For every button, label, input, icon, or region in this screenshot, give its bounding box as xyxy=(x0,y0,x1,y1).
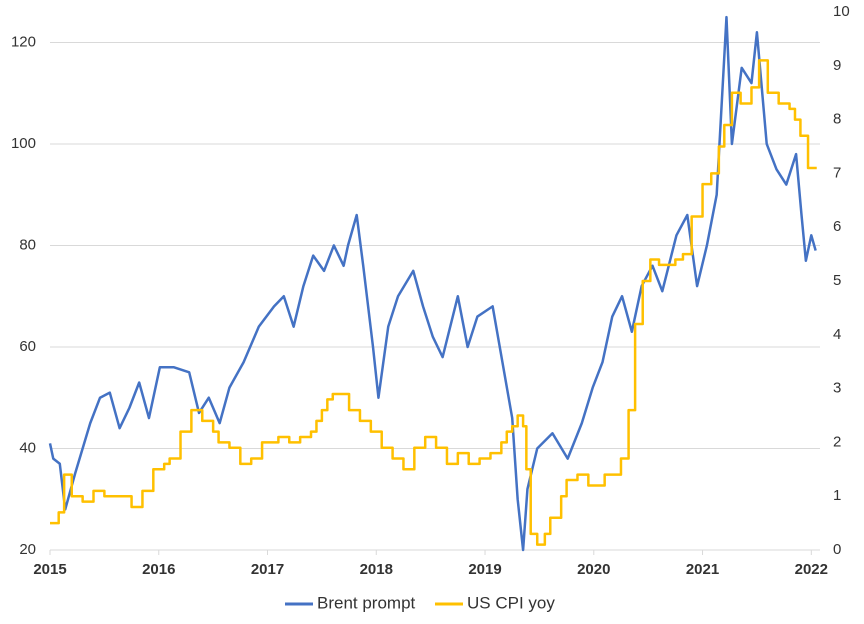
x-tick-label: 2022 xyxy=(795,561,828,578)
legend-label: Brent prompt xyxy=(317,593,416,612)
y2-tick-label: 9 xyxy=(833,57,841,74)
x-tick-label: 2018 xyxy=(360,561,393,578)
y-tick-label: 60 xyxy=(19,338,36,355)
y2-tick-label: 0 xyxy=(833,541,841,558)
x-tick-label: 2019 xyxy=(468,561,501,578)
y2-tick-label: 1 xyxy=(833,487,841,504)
y2-tick-label: 7 xyxy=(833,164,841,181)
x-tick-label: 2020 xyxy=(577,561,610,578)
y-tick-label: 20 xyxy=(19,541,36,558)
series-line xyxy=(50,59,817,546)
y2-tick-label: 8 xyxy=(833,111,841,128)
y2-tick-label: 3 xyxy=(833,380,841,397)
y2-tick-label: 10 xyxy=(833,3,850,20)
series-line xyxy=(48,15,817,552)
y2-tick-label: 2 xyxy=(833,433,841,450)
legend-label: US CPI yoy xyxy=(467,593,555,612)
y-tick-label: 40 xyxy=(19,439,36,456)
x-tick-label: 2017 xyxy=(251,561,284,578)
x-tick-label: 2021 xyxy=(686,561,719,578)
y2-tick-label: 6 xyxy=(833,218,841,235)
y2-tick-label: 5 xyxy=(833,272,841,289)
x-tick-label: 2015 xyxy=(33,561,66,578)
y-tick-label: 100 xyxy=(11,135,36,152)
y2-tick-label: 4 xyxy=(833,326,841,343)
y-tick-label: 120 xyxy=(11,33,36,50)
x-tick-label: 2016 xyxy=(142,561,175,578)
y-tick-label: 80 xyxy=(19,236,36,253)
